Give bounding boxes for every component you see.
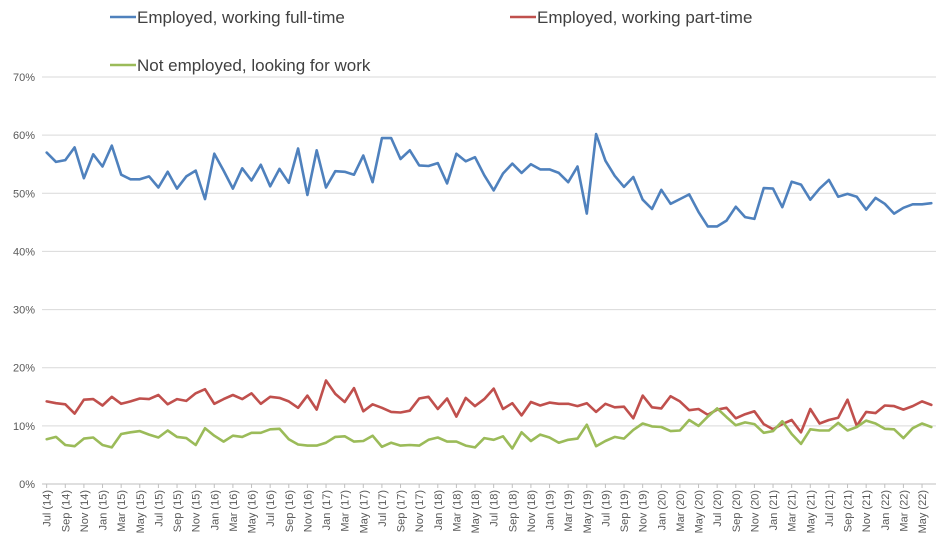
x-tick-label: Jan (16) [209, 490, 221, 530]
x-tick-label: Mar (20) [675, 490, 687, 532]
x-tick-label: May (17) [358, 490, 370, 533]
x-tick-label: Jan (17) [321, 490, 333, 530]
x-tick-label: May (15) [135, 490, 147, 533]
x-tick-label: Sep (20) [731, 490, 743, 532]
legend: Employed, working full-time Employed, wor… [110, 8, 752, 75]
x-tick-label: Mar (15) [116, 490, 128, 532]
legend-item: Employed, working full-time [110, 8, 345, 27]
y-tick-label: 30% [13, 305, 35, 317]
x-tick-label: Nov (20) [749, 490, 761, 532]
series-line-1 [45, 132, 933, 228]
x-tick-label: Jul (14) [42, 490, 54, 527]
y-tick-label: 10% [13, 421, 35, 433]
y-tick-label: 50% [13, 188, 35, 200]
x-tick-label: Jul (18) [489, 490, 501, 527]
x-tick-label: May (16) [247, 490, 259, 533]
x-tick-label: Sep (14) [60, 490, 72, 532]
x-tick-label: Jul (15) [153, 490, 165, 527]
x-tick-label: Jan (22) [880, 490, 892, 530]
x-axis: Jul (14) Sep (14) Nov (14) Jan (15) Mar (15)… [42, 483, 936, 533]
y-tick-label: 60% [13, 130, 35, 142]
x-tick-label: Sep (19) [619, 490, 631, 532]
x-tick-label: May (22) [917, 490, 929, 533]
legend-label: Not employed, looking for work [137, 56, 371, 75]
x-tick-label: Jan (19) [545, 490, 557, 530]
x-tick-label: Mar (18) [451, 490, 463, 532]
x-tick-label: Mar (22) [898, 490, 910, 532]
x-tick-label: Jul (21) [824, 490, 836, 527]
x-tick-label: Sep (15) [172, 490, 184, 532]
legend-label: Employed, working part-time [537, 8, 752, 27]
x-tick-label: May (21) [805, 490, 817, 533]
x-tick-label: Nov (21) [861, 490, 873, 532]
x-tick-label: Nov (15) [191, 490, 203, 532]
gridlines [42, 76, 936, 427]
x-tick-label: Jul (20) [712, 490, 724, 527]
x-tick-label: Mar (21) [787, 490, 799, 532]
x-tick-label: Jan (20) [656, 490, 668, 530]
x-tick-label: Sep (21) [843, 490, 855, 532]
x-tick-label: Jan (15) [98, 490, 110, 530]
y-tick-label: 40% [13, 246, 35, 258]
series-lines [45, 132, 933, 450]
x-tick-label: Nov (17) [414, 490, 426, 532]
x-tick-label: Sep (16) [284, 490, 296, 532]
y-tick-label: 70% [13, 72, 35, 84]
legend-item: Not employed, looking for work [110, 56, 371, 75]
x-tick-label: Nov (19) [638, 490, 650, 532]
x-tick-label: Mar (16) [228, 490, 240, 532]
x-tick-label: May (19) [582, 490, 594, 533]
x-tick-label: Jul (19) [600, 490, 612, 527]
series-line-3 [45, 407, 933, 450]
y-tick-label: 20% [13, 363, 35, 375]
x-tick-label: Jan (21) [768, 490, 780, 530]
x-tick-label: Sep (17) [396, 490, 408, 532]
series-line-2 [45, 379, 933, 434]
x-tick-label: Sep (18) [507, 490, 519, 532]
y-tick-label: 0% [19, 479, 35, 491]
legend-label: Employed, working full-time [137, 8, 345, 27]
x-tick-label: Mar (17) [340, 490, 352, 532]
x-tick-label: Jul (16) [265, 490, 277, 527]
x-tick-label: May (20) [694, 490, 706, 533]
x-tick-label: Jan (18) [433, 490, 445, 530]
x-tick-label: Jul (17) [377, 490, 389, 527]
x-tick-label: May (18) [470, 490, 482, 533]
x-tick-label: Nov (18) [526, 490, 538, 532]
x-tick-label: Nov (16) [302, 490, 314, 532]
x-tick-label: Nov (14) [79, 490, 91, 532]
y-axis: 0% 10% 20% 30% 40% 50% 60% 70% [13, 72, 35, 491]
legend-item: Employed, working part-time [510, 8, 752, 27]
x-tick-label: Mar (19) [563, 490, 575, 532]
